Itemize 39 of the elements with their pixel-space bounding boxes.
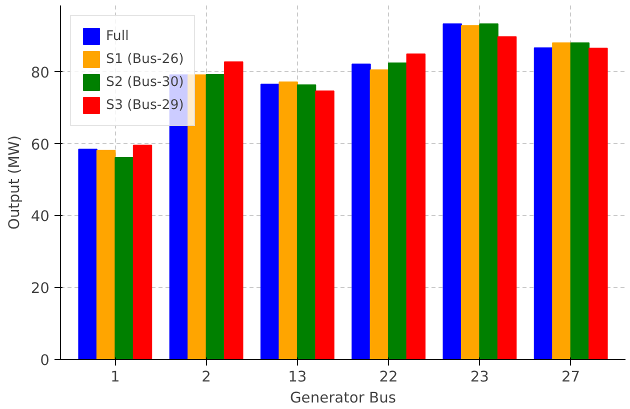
x-tick-label: 22: [379, 368, 398, 386]
x-tick-label: 1: [110, 368, 120, 386]
bar: [442, 23, 462, 360]
legend-label: S3 (Bus-29): [106, 98, 184, 112]
y-axis-title: Output (MW): [6, 135, 23, 230]
bar: [224, 61, 244, 360]
legend-label: S2 (Bus-30): [106, 74, 184, 90]
legend-label: Full: [106, 28, 129, 44]
x-axis-title: Generator Bus: [290, 390, 396, 406]
x-tick-label: 23: [470, 368, 490, 386]
bar: [352, 64, 371, 360]
bar: [588, 48, 608, 360]
bar: [460, 25, 480, 360]
x-tick-label: 13: [288, 368, 307, 386]
bar: [296, 84, 316, 360]
bar: [278, 82, 298, 360]
bar: [260, 84, 280, 360]
bar: [206, 74, 226, 360]
bar: [114, 157, 134, 360]
bar: [552, 42, 572, 360]
y-tick-label: 0: [40, 352, 50, 369]
bar: [534, 47, 554, 360]
bar: [406, 54, 426, 360]
legend-label: S1 (Bus-26): [106, 52, 184, 66]
bar: [370, 69, 390, 360]
bar: [497, 36, 517, 360]
bar: [78, 148, 98, 360]
y-tick-label: 80: [30, 64, 50, 82]
x-tick-label: 2: [202, 368, 211, 386]
bar: [132, 144, 152, 360]
x-tick-label: 27: [562, 368, 580, 386]
y-tick-label: 20: [30, 280, 50, 298]
bar: [388, 62, 408, 360]
y-tick-label: 40: [30, 208, 50, 226]
bar: [96, 150, 116, 360]
bar: [479, 23, 498, 360]
bar: [315, 90, 334, 360]
bar: [570, 42, 590, 360]
y-tick-label: 60: [30, 136, 50, 154]
